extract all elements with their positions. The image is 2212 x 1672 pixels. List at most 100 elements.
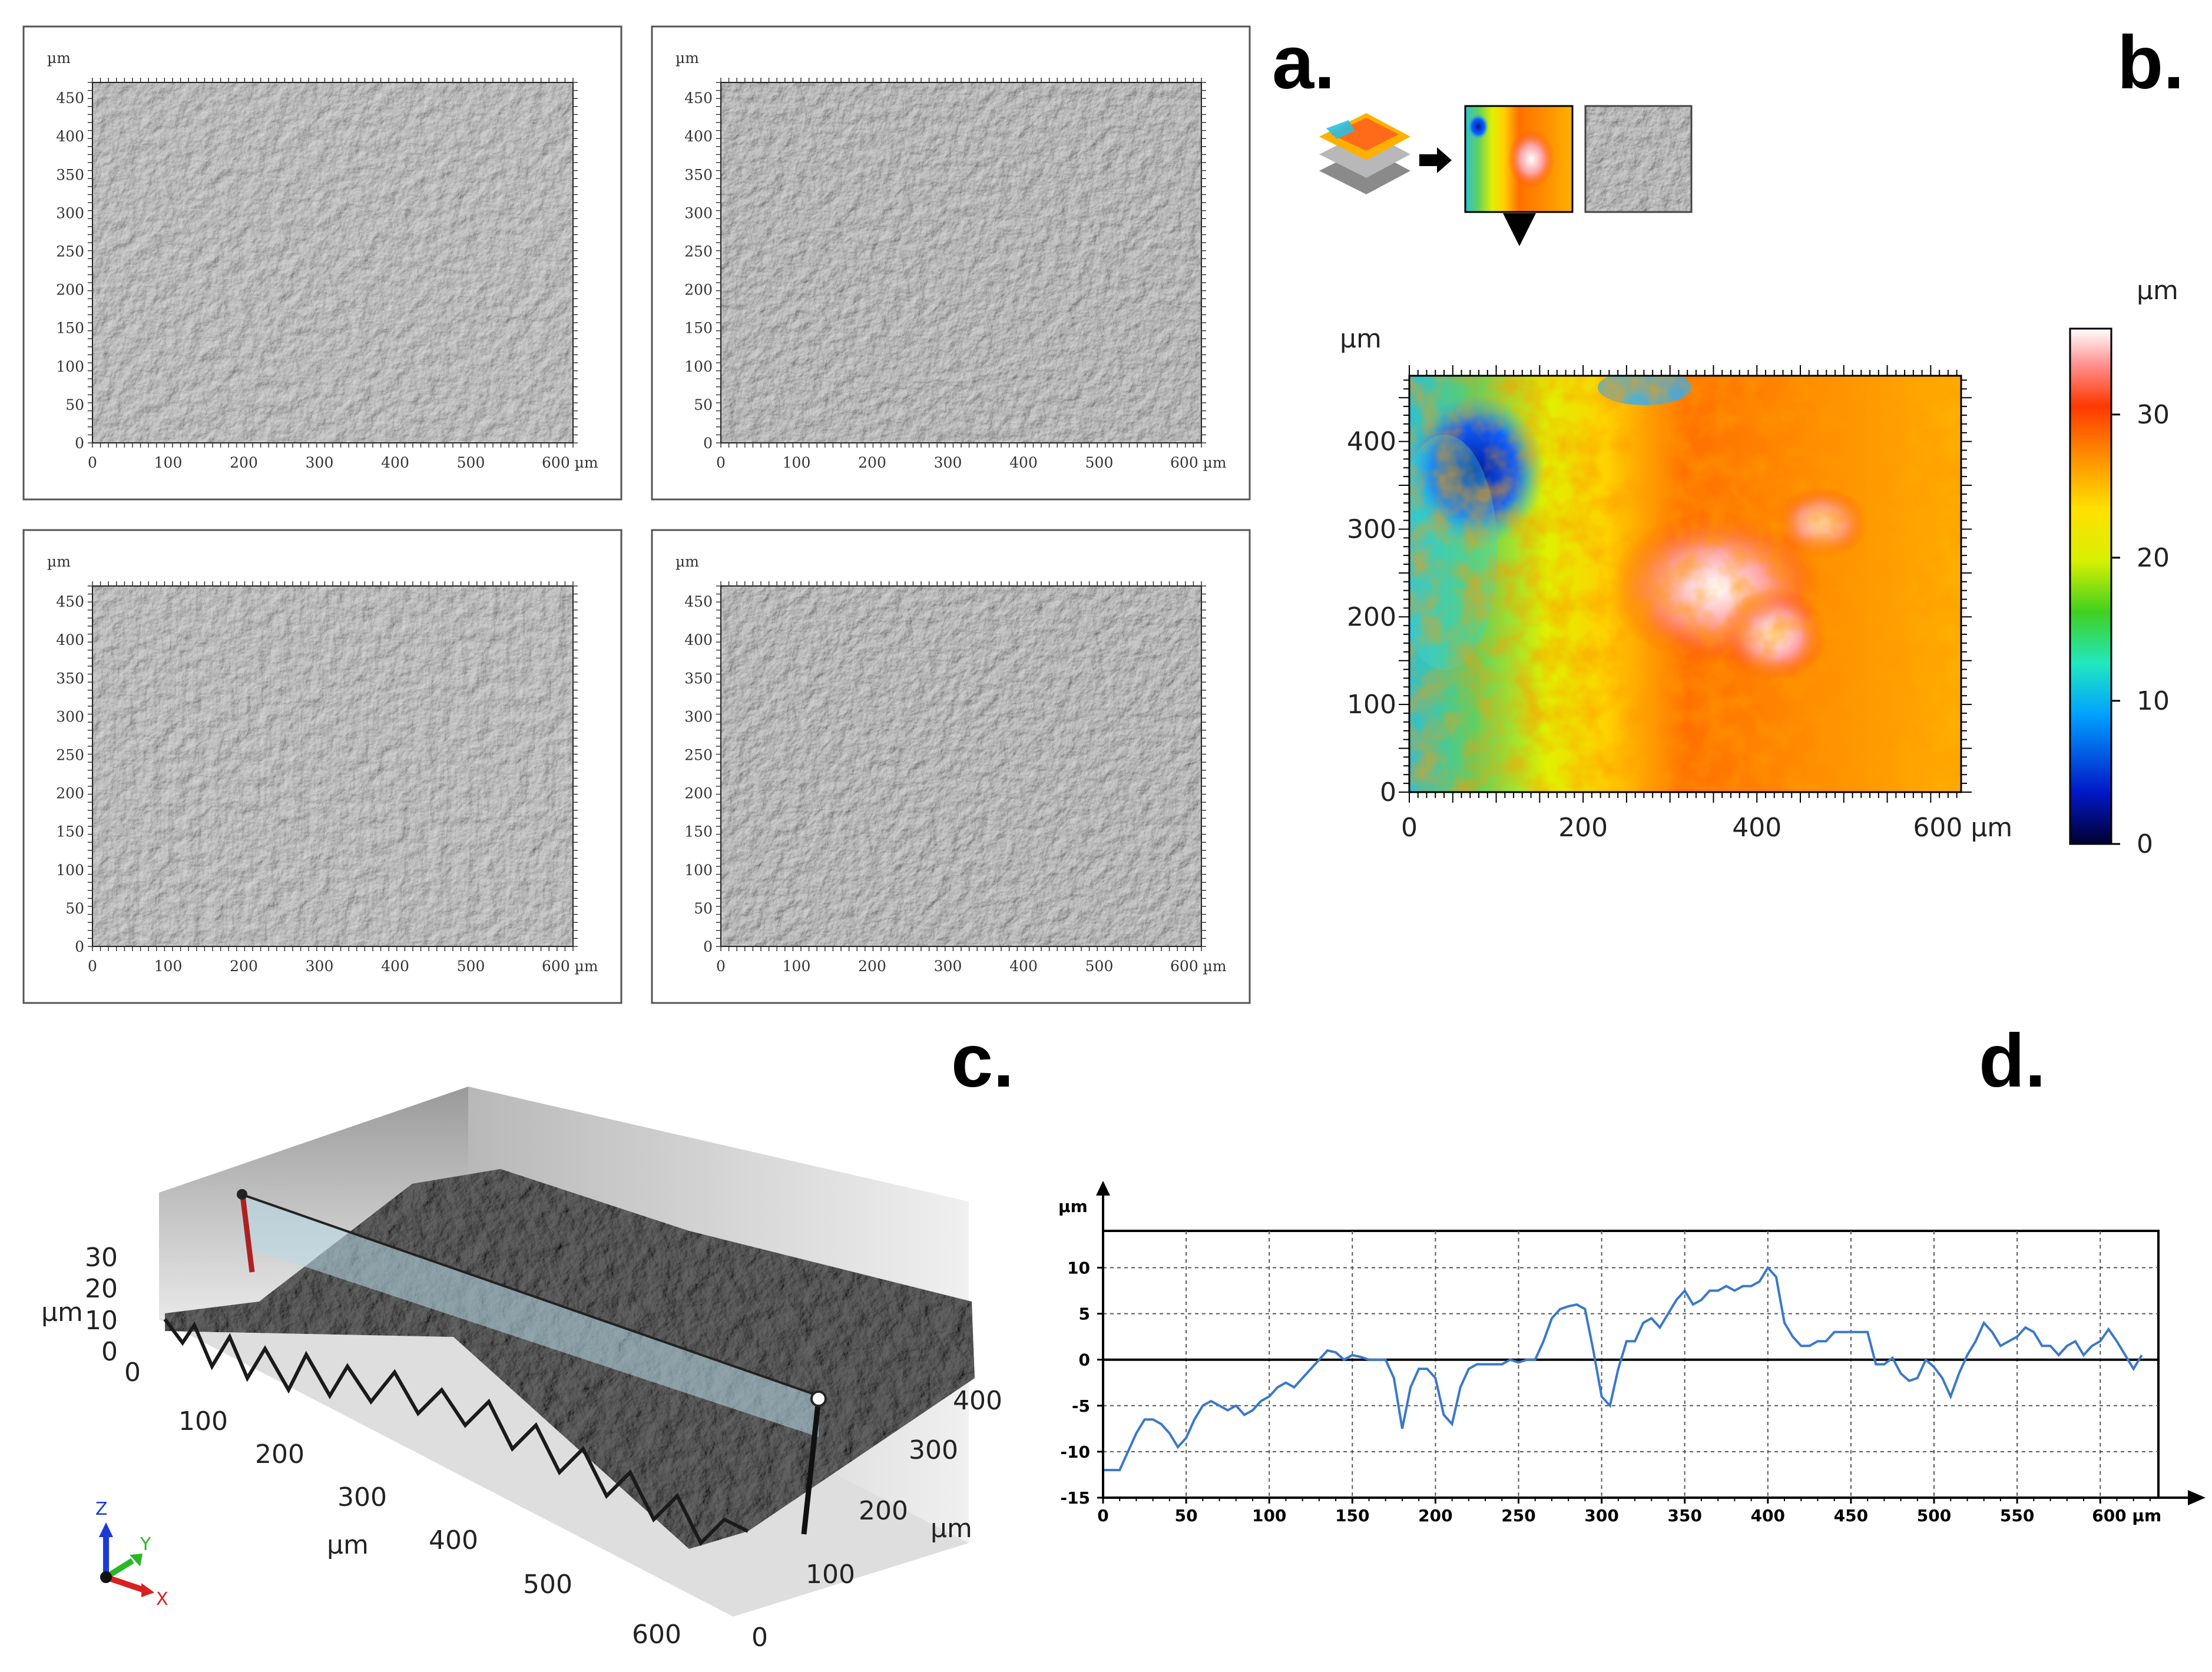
y-tick-label: 350: [56, 670, 84, 687]
surface-image-1: 0 50 100 150 200 250 300 350 400 450 0 100 200 300 400…: [22, 25, 622, 501]
marker-red: [240, 1195, 255, 1273]
x-axis-arrow-icon: [2188, 1490, 2206, 1505]
colorbar-unit: µm: [2137, 276, 2178, 306]
profile-x-tick-label: 100: [1252, 1506, 1286, 1525]
y-tick-label: 450: [56, 90, 84, 107]
x-tick-label: 300: [306, 454, 334, 471]
profile-x-tick-label: 300: [1584, 1506, 1618, 1525]
y-tick-label: 100: [56, 862, 84, 879]
y-axis-arrow-icon: [1096, 1181, 1110, 1196]
surface-image-2: 0 50 100 150 200 250 300 350 400 450 0 100 200 300 400…: [651, 25, 1251, 501]
stacked-layers-icon: [1319, 113, 1410, 194]
hm-x-tick-label: 400: [1732, 813, 1781, 843]
profile-x-tick-label: 500: [1917, 1506, 1951, 1525]
x-tick-label: 400: [1009, 958, 1038, 975]
colorbar-tick-label: 20: [2137, 543, 2170, 573]
profile-y-unit: µm: [1058, 1197, 1088, 1216]
height-map-axes: 0 200 400 600 µm 0 100 200 300 400: [1347, 365, 2012, 843]
label-b: b.: [2117, 21, 2184, 105]
y-tick-label: 200: [56, 282, 84, 299]
x-tick-label: 300: [306, 958, 334, 975]
x-tick-label: 200: [858, 958, 886, 975]
y-tick-label: 0: [75, 435, 84, 452]
z-tick-label: 30: [85, 1243, 118, 1273]
hm-y-tick-label: 400: [1347, 427, 1396, 457]
y-tick-label: 400: [56, 631, 84, 648]
hm-x-tick-label: 200: [1558, 813, 1608, 843]
y-tick-label: 100: [684, 358, 713, 375]
y-tick-label-3d: 400: [953, 1386, 1002, 1416]
y-tick-label-3d: 300: [909, 1435, 958, 1465]
colorbar-tick-label: 30: [2137, 400, 2170, 430]
down-arrow-icon: [1503, 213, 1536, 246]
y-tick-label: 300: [56, 204, 84, 221]
profile-x-tick-label: 50: [1175, 1506, 1198, 1525]
y-tick-label: 250: [56, 243, 84, 260]
y-tick-label-3d: 100: [806, 1560, 855, 1590]
heightmap-thumbnail: [1464, 105, 1574, 213]
height-map-image: [1409, 376, 1961, 792]
image-unit-label: µm: [47, 553, 71, 570]
profile-x-tick-label: 400: [1751, 1506, 1785, 1525]
profile-y-tick-label: 10: [1067, 1258, 1090, 1277]
axis-z-label: Z: [95, 1499, 108, 1519]
surface-image-3: 0 50 100 150 200 250 300 350 400 450 0 100 200 300 400…: [22, 529, 622, 1004]
y-tick-label: 100: [684, 862, 713, 879]
y-tick-label: 250: [684, 243, 713, 260]
right-arrow-icon: [1419, 147, 1452, 173]
profile-y-tick-label: -5: [1072, 1396, 1090, 1416]
profile-ticks: 0 50 100 150 200 250 300 350 400 450 500 550 600 µm1…: [1060, 1258, 2161, 1525]
y-tick-label: 450: [684, 90, 713, 107]
x-tick-label-3d: 500: [523, 1570, 572, 1600]
x-tick-label: 100: [783, 958, 811, 975]
y-tick-label: 350: [684, 166, 713, 183]
x-tick-label: 600 µm: [1170, 958, 1227, 975]
x-tick-label-3d: 300: [337, 1482, 387, 1512]
profile-x-tick-label: 550: [2000, 1506, 2034, 1525]
workflow-icons: [1319, 105, 1693, 246]
x-unit-3d: µm: [327, 1530, 369, 1560]
x-tick-label: 0: [716, 454, 726, 471]
y-tick-label: 250: [56, 746, 84, 763]
x-tick-label: 400: [381, 958, 409, 975]
surface-texture: [721, 586, 1201, 946]
image-unit-label: µm: [675, 49, 699, 67]
x-tick-label: 600 µm: [542, 454, 598, 471]
gray-surface-thumbnail: [1584, 105, 1693, 213]
x-tick-label: 300: [934, 958, 962, 975]
y-tick-label-3d: 0: [751, 1623, 768, 1653]
profile-series-line: [1103, 1266, 2143, 1472]
surface-texture: [721, 82, 1201, 443]
y-tick-label: 400: [684, 128, 713, 145]
hm-y-tick-label: 100: [1347, 690, 1396, 720]
profile-cut-plane: [241, 1196, 819, 1437]
y-tick-label: 150: [56, 320, 84, 337]
y-unit-3d: µm: [931, 1514, 972, 1544]
hm-x-tick-label: 600 µm: [1913, 813, 2012, 843]
y-tick-label: 0: [75, 938, 84, 955]
x-tick-label: 400: [381, 454, 409, 471]
colorbar: µm 0 10 20 30: [2069, 276, 2178, 859]
profile-x-tick-label: 600 µm: [2092, 1506, 2161, 1525]
x-tick-label-3d: 0: [124, 1358, 141, 1388]
y-tick-label: 300: [684, 708, 713, 725]
marker-black: [801, 1398, 822, 1535]
y-tick-label: 350: [684, 670, 713, 687]
x-tick-label: 500: [1085, 958, 1114, 975]
image-unit-label: µm: [47, 49, 71, 67]
x-tick-label-3d: 400: [429, 1525, 478, 1555]
z-tick-label: 0: [101, 1337, 118, 1367]
y-tick-label: 350: [56, 166, 84, 183]
x-tick-label-3d: 100: [178, 1406, 228, 1436]
y-tick-label: 200: [56, 785, 84, 802]
y-tick-label: 200: [684, 785, 713, 802]
x-tick-label-3d: 200: [255, 1439, 304, 1469]
axis-triad-icon: [99, 1522, 154, 1597]
x-tick-label: 200: [230, 454, 258, 471]
y-tick-label: 150: [56, 823, 84, 840]
profile-x-tick-label: 250: [1501, 1506, 1535, 1525]
y-tick-label: 0: [703, 938, 713, 955]
3d-axis-labels: 3020100µm0100200300400500600µm0100200300…: [41, 1243, 1002, 1653]
y-tick-label: 450: [56, 593, 84, 610]
hm-x-tick-label: 0: [1401, 813, 1418, 843]
